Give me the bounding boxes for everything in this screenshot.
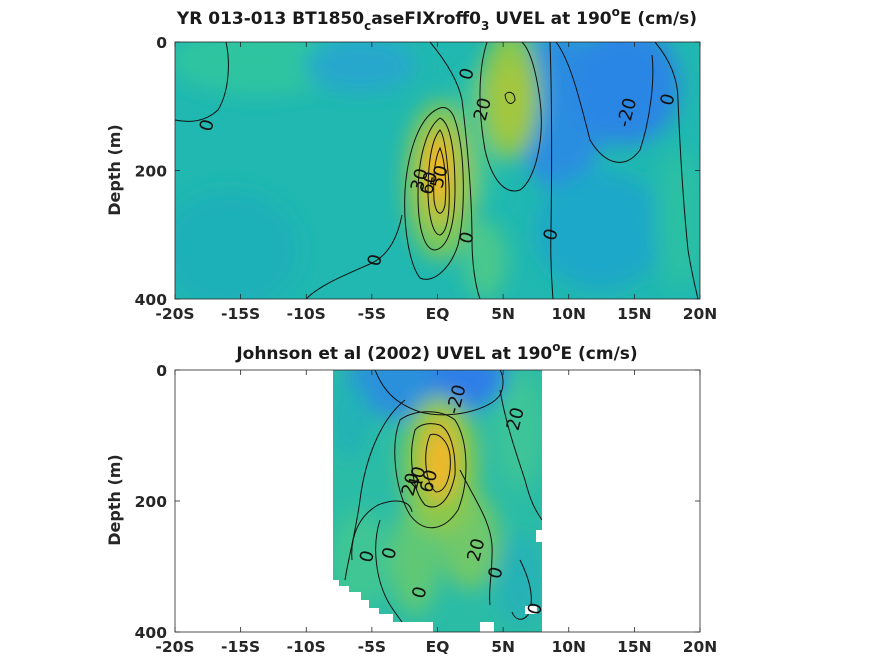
bottom-contour-label: 0 (378, 545, 401, 561)
bottom-missing-data-mask (333, 530, 542, 632)
top-y-tick-label: 400 (135, 291, 168, 309)
top-contour-label: 0 (456, 66, 479, 82)
bottom-x-tick-label: 10N (551, 638, 586, 656)
top-contour-label: 0 (196, 117, 219, 133)
bottom-ticks: -20S -15S -10S -5S EQ 5N 10N 15N 20N 0 200 400 (135, 362, 718, 656)
top-contour-label: 0 (656, 91, 679, 107)
top-x-tick-label: 10N (551, 305, 586, 323)
bottom-y-tick-label: 400 (135, 624, 168, 642)
bottom-x-tick-label: EQ (426, 638, 450, 656)
top-ticks: -20S -15S -10S -5S EQ 5N 10N 15N 20N 0 200 400 (135, 34, 718, 323)
bottom-contour-label: 0 (356, 548, 379, 564)
top-colormap (175, 42, 700, 299)
bottom-x-tick-label: -20S (155, 638, 194, 656)
top-x-tick-label: EQ (426, 305, 450, 323)
bottom-y-axis-label: Depth (m) (105, 454, 124, 546)
bottom-x-tick-label: -10S (287, 638, 326, 656)
top-x-tick-label: -5S (358, 305, 386, 323)
top-x-tick-label: -20S (155, 305, 194, 323)
top-chart-title: YR 013-013 BT1850caseFIXroff03 UVEL at 1… (176, 5, 697, 33)
bottom-panel: Johnson et al (2002) UVEL at 190oE (cm/s… (105, 340, 717, 656)
bottom-chart-title: Johnson et al (2002) UVEL at 190oE (cm/s… (235, 340, 637, 364)
top-y-tick-label: 200 (135, 163, 168, 181)
bottom-colormap (333, 370, 542, 632)
top-x-tick-label: -15S (221, 305, 260, 323)
top-x-tick-label: 20N (683, 305, 718, 323)
top-x-tick-label: 5N (491, 305, 515, 323)
top-panel: YR 013-013 BT1850caseFIXroff03 UVEL at 1… (105, 5, 717, 323)
bottom-y-tick-label: 200 (135, 493, 168, 511)
bottom-contour-label: 0 (524, 601, 547, 617)
bottom-x-tick-label: 5N (491, 638, 515, 656)
top-contours (175, 42, 699, 299)
bottom-x-tick-label: -15S (221, 638, 260, 656)
top-contour-label: 0 (364, 252, 387, 268)
top-y-axis-label: Depth (m) (105, 124, 124, 216)
bottom-contour-label: 0 (484, 565, 507, 581)
top-contour-label: 0 (540, 226, 563, 242)
top-y-tick-label: 0 (156, 34, 167, 52)
bottom-x-tick-label: 20N (683, 638, 718, 656)
top-x-tick-label: 15N (617, 305, 652, 323)
bottom-y-tick-label: 0 (156, 362, 167, 380)
top-contour-label: 0 (456, 230, 479, 246)
bottom-x-tick-label: 15N (617, 638, 652, 656)
bottom-contour-label: 0 (408, 584, 431, 600)
top-x-tick-label: -10S (287, 305, 326, 323)
bottom-x-tick-label: -5S (358, 638, 386, 656)
